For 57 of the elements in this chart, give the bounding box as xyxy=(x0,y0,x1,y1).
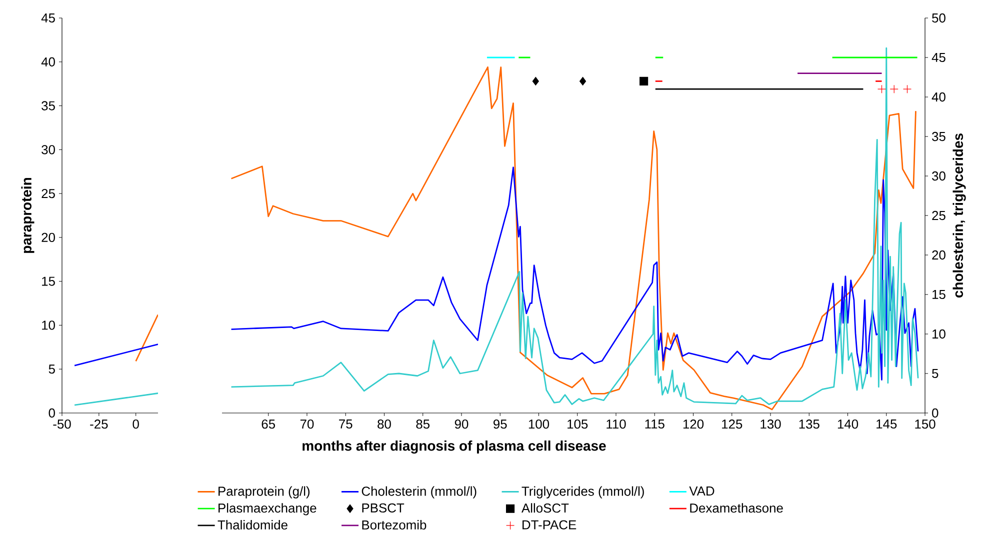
x-tick-label: 65 xyxy=(262,420,276,429)
x-tick-label: 100 xyxy=(528,420,550,429)
legend-label: Paraprotein (g/l) xyxy=(218,486,310,498)
y-tick-label: 20 xyxy=(42,232,55,242)
y-tick-label: 35 xyxy=(42,101,55,110)
y-tick-label: 5 xyxy=(48,364,55,374)
y2-tick-label: 30 xyxy=(932,171,946,181)
x-tick-label: 80 xyxy=(378,420,391,429)
y-tick-label: 0 xyxy=(48,408,55,418)
x-tick-label: 75 xyxy=(339,420,352,429)
y2-tick-label: 20 xyxy=(932,250,946,260)
x-tick-label: 115 xyxy=(645,420,664,429)
x-tick-label: 85 xyxy=(416,420,430,429)
x-tick-label: 70 xyxy=(300,420,314,429)
legend-label: Cholesterin (mmol/l) xyxy=(362,486,476,498)
legend-label: PBSCT xyxy=(362,503,404,513)
legend-label: Triglycerides (mmol/l) xyxy=(522,486,644,498)
y2-tick-label: 50 xyxy=(932,13,946,23)
y2-tick-label: 40 xyxy=(932,92,946,102)
x-tick-label: 140 xyxy=(838,420,858,429)
x-tick-label: 145 xyxy=(876,420,897,429)
legend-label: Bortezomib xyxy=(362,520,426,530)
y-tick-label: 15 xyxy=(42,276,55,286)
y2-tick-label: 35 xyxy=(932,132,946,142)
y2-tick-label: 45 xyxy=(932,52,946,62)
x-tick-label: 110 xyxy=(606,420,626,429)
legend-label: DT-PACE xyxy=(522,520,576,530)
x-tick-label: -25 xyxy=(90,420,108,429)
x-tick-label: 120 xyxy=(683,420,704,429)
line-series xyxy=(230,166,919,381)
x-tick-label: 105 xyxy=(568,420,588,429)
y2-tick-label: 5 xyxy=(932,368,938,378)
y-tick-label: 30 xyxy=(42,145,55,154)
x-axis-title: months after diagnosis of plasma cell disease xyxy=(302,440,606,454)
legend-label: VAD xyxy=(689,486,714,496)
y2-tick-label: 10 xyxy=(932,329,946,339)
legend-label: Plasmaexchange xyxy=(218,503,316,516)
x-tick-label: 130 xyxy=(760,420,781,429)
legend-label: Thalidomide xyxy=(218,520,288,530)
legend-label: Dexamethasone xyxy=(690,503,783,513)
y-tick-label: 45 xyxy=(41,13,55,23)
x-tick-label: 135 xyxy=(799,420,820,429)
x-tick-label: 125 xyxy=(722,420,742,429)
y-axis-title: paraprotein xyxy=(21,178,34,253)
y-tick-label: 40 xyxy=(41,57,55,66)
y-tick-label: 10 xyxy=(42,320,55,330)
y2-axis-title: cholesterin, triglycerides xyxy=(952,134,966,298)
y2-tick-label: 25 xyxy=(932,210,946,220)
legend-label: AlloSCT xyxy=(522,503,569,513)
y2-tick-label: 0 xyxy=(932,408,938,418)
x-tick-label: 0 xyxy=(132,420,139,429)
y-tick-label: 25 xyxy=(42,188,55,198)
x-tick-label: 95 xyxy=(494,420,507,429)
x-tick-label: 90 xyxy=(454,420,468,429)
x-tick-label: -50 xyxy=(53,420,71,429)
x-tick-label: 150 xyxy=(915,420,936,429)
y2-tick-label: 15 xyxy=(932,290,946,300)
